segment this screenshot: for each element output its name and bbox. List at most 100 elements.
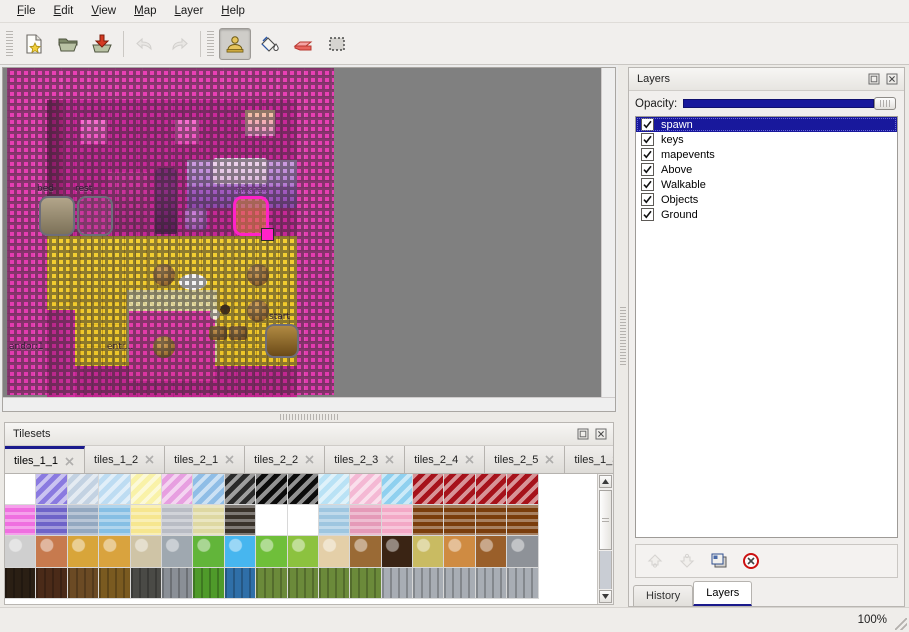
tileset-tile[interactable] — [193, 567, 225, 599]
opacity-slider-handle[interactable] — [874, 97, 896, 110]
tileset-tile[interactable] — [318, 567, 351, 599]
layer-row[interactable]: keys — [636, 132, 897, 147]
tileset-tile[interactable] — [161, 536, 194, 568]
map-object-rest[interactable] — [77, 196, 113, 236]
open-map-button[interactable] — [52, 28, 84, 60]
menu-edit[interactable]: Edit — [53, 5, 74, 17]
eraser-tool[interactable] — [287, 28, 319, 60]
delete-layer-button[interactable] — [740, 550, 762, 572]
layer-visibility-checkbox[interactable] — [641, 163, 654, 176]
tileset-tile[interactable] — [350, 536, 382, 568]
tileset-tile[interactable] — [130, 536, 162, 568]
scroll-up-icon[interactable] — [599, 475, 612, 488]
layer-list[interactable]: spawn keys mapevents Above Walkable Objects Gr… — [635, 116, 898, 538]
menu-map[interactable]: Map — [134, 5, 157, 17]
toolbar-grip[interactable] — [6, 30, 13, 57]
undo-button[interactable] — [129, 28, 161, 60]
tileset-tile[interactable] — [99, 567, 131, 599]
tileset-tile[interactable] — [444, 536, 476, 568]
tileset-tile[interactable] — [161, 505, 194, 537]
map-object-mikhail[interactable] — [233, 196, 274, 241]
layer-row[interactable]: Above — [636, 162, 897, 177]
menu-layer[interactable]: Layer — [174, 5, 204, 17]
tileset-tile[interactable] — [36, 505, 68, 537]
duplicate-layer-button[interactable] — [708, 550, 730, 572]
scrollbar-track[interactable] — [599, 551, 612, 589]
tileset-tile[interactable] — [224, 536, 257, 568]
menu-file[interactable]: File — [17, 5, 36, 17]
new-map-button[interactable] — [18, 28, 50, 60]
raise-layer-button[interactable] — [644, 550, 666, 572]
insert-object-tool[interactable] — [219, 27, 251, 60]
tileset-tile[interactable] — [161, 474, 194, 506]
tileset-tab[interactable]: tiles_1_2 — [85, 446, 166, 473]
tileset-tile[interactable] — [36, 536, 68, 568]
tileset-tile[interactable] — [381, 474, 414, 506]
layer-row[interactable]: Objects — [636, 192, 897, 207]
resize-grip[interactable] — [895, 618, 907, 630]
layer-visibility-checkbox[interactable] — [641, 118, 654, 131]
map-vertical-scrollbar[interactable] — [601, 68, 615, 411]
close-tileset-tab-icon[interactable] — [304, 454, 315, 465]
tileset-tile[interactable] — [287, 474, 319, 506]
tileset-tile[interactable] — [130, 474, 162, 506]
tileset-tab[interactable]: tiles_2_4 — [405, 446, 486, 473]
tileset-tile[interactable] — [475, 474, 508, 506]
tileset-tile[interactable] — [350, 567, 382, 599]
tileset-tile[interactable] — [413, 505, 445, 537]
lower-layer-button[interactable] — [676, 550, 698, 572]
vertical-splitter[interactable] — [618, 65, 628, 607]
redo-button[interactable] — [163, 28, 195, 60]
tileset-tile[interactable] — [413, 474, 445, 506]
opacity-slider[interactable] — [683, 97, 896, 110]
tileset-tab[interactable]: tiles_2_2 — [245, 446, 326, 473]
close-tileset-tab-icon[interactable] — [64, 456, 75, 467]
map-object-bed[interactable] — [39, 196, 75, 236]
horizontal-splitter[interactable] — [0, 412, 618, 422]
map-canvas-view[interactable]: bed rest mikhail andor:1 entr... start — [2, 67, 616, 412]
tileset-tile[interactable] — [130, 505, 162, 537]
tileset-tile[interactable] — [5, 536, 37, 568]
close-tileset-tab-icon[interactable] — [144, 454, 155, 465]
tileset-tile[interactable] — [67, 567, 100, 599]
map-object-start[interactable] — [265, 324, 299, 358]
layer-visibility-checkbox[interactable] — [641, 178, 654, 191]
close-layers-dock-button[interactable] — [884, 72, 900, 86]
scroll-down-icon[interactable] — [599, 590, 612, 603]
layer-row[interactable]: spawn — [636, 117, 897, 132]
tileset-tile[interactable] — [475, 567, 508, 599]
tileset-tile[interactable] — [287, 567, 319, 599]
tileset-tile[interactable] — [99, 536, 131, 568]
tileset-tile[interactable] — [413, 536, 445, 568]
tileset-tile[interactable] — [193, 474, 225, 506]
tileset-tab[interactable]: tiles_2_1 — [165, 446, 246, 473]
tileset-tile[interactable] — [507, 536, 539, 568]
tileset-tile[interactable] — [67, 505, 100, 537]
tileset-tile[interactable] — [224, 474, 257, 506]
tileset-tab[interactable]: tiles_2_5 — [485, 446, 566, 473]
tileset-tile[interactable] — [287, 505, 319, 537]
layer-row[interactable]: Ground — [636, 207, 897, 222]
tileset-tile[interactable] — [350, 474, 382, 506]
tileset-tile[interactable] — [507, 505, 539, 537]
tileset-tile[interactable] — [256, 474, 288, 506]
tileset-tile[interactable] — [475, 536, 508, 568]
tileset-tile[interactable] — [381, 536, 414, 568]
tileset-tab[interactable]: tiles_1_3 — [565, 446, 613, 473]
float-layers-dock-button[interactable] — [866, 72, 882, 86]
tileset-tile[interactable] — [507, 567, 539, 599]
tileset-tile[interactable] — [256, 536, 288, 568]
tileset-tile[interactable] — [67, 536, 100, 568]
save-map-button[interactable] — [86, 28, 118, 60]
menu-help[interactable]: Help — [221, 5, 245, 17]
layer-visibility-checkbox[interactable] — [641, 208, 654, 221]
tileset-tile[interactable] — [287, 536, 319, 568]
tileset-tab[interactable]: tiles_1_1 — [5, 446, 86, 473]
tileset-tile[interactable] — [193, 536, 225, 568]
close-tileset-tab-icon[interactable] — [384, 454, 395, 465]
select-tool[interactable] — [321, 28, 353, 60]
close-tileset-tab-icon[interactable] — [464, 454, 475, 465]
map-horizontal-scrollbar[interactable] — [3, 397, 615, 411]
layer-visibility-checkbox[interactable] — [641, 193, 654, 206]
tileset-tile[interactable] — [36, 474, 68, 506]
